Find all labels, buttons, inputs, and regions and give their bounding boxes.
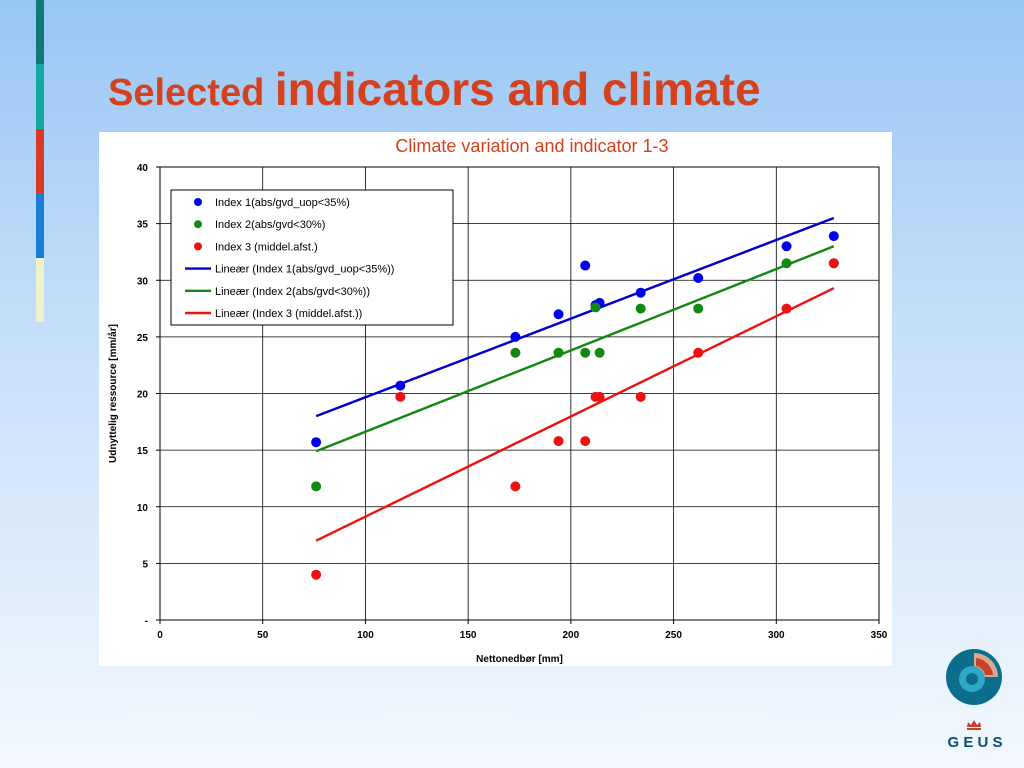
accent-bar-segment [36,128,44,194]
data-point [594,391,605,402]
legend-marker [194,220,202,229]
x-tick-label: 100 [357,630,374,641]
x-axis-label: Nettonedbør [mm] [476,654,563,665]
data-point [311,481,322,492]
x-tick-label: 200 [563,630,580,641]
y-tick-label: 25 [137,333,149,344]
data-point [395,391,406,402]
geus-logo: G E U S [932,644,1018,756]
x-tick-label: 350 [871,630,888,641]
data-point [693,272,704,283]
accent-bar-segment [36,193,44,258]
y-tick-label: 10 [137,503,149,514]
data-point [395,380,406,391]
data-point [781,258,792,269]
geus-logo-text: G E U S [947,734,1003,751]
data-point [781,303,792,314]
accent-bar-segment [36,0,44,65]
accent-bar-segment [36,64,44,129]
slide-title-part2: indicators and climate [274,63,761,115]
x-tick-label: 0 [157,630,163,641]
y-tick-label: - [145,616,148,627]
data-point [311,437,322,448]
data-point [693,303,704,314]
legend-label: Index 1(abs/gvd_uop<35%) [215,197,350,209]
data-point [828,258,839,269]
y-tick-label: 5 [142,559,148,570]
data-point [590,302,601,313]
data-point [510,331,521,342]
legend-label: Lineær (Index 1(abs/gvd_uop<35%)) [215,264,394,276]
legend-label: Index 3 (middel.afst.) [215,241,318,253]
data-point [553,347,564,358]
data-point [553,436,564,447]
data-point [828,231,839,242]
legend-label: Lineær (Index 2(abs/gvd<30%)) [215,286,370,298]
data-point [635,303,646,314]
scatter-chart: Climate variation and indicator 1-3 0 50 10… [107,136,888,665]
data-point [635,391,646,402]
x-tick-label: 150 [460,630,477,641]
trendline [315,245,835,453]
data-point [580,347,591,358]
y-tick-label: 15 [137,446,149,457]
trendline [315,287,835,542]
data-point [311,569,322,580]
data-point [510,347,521,358]
x-tick-label: 50 [257,630,269,641]
data-point [510,481,521,492]
y-tick-label: 40 [137,163,149,174]
legend-box [170,189,454,326]
data-point [553,309,564,320]
x-tick-label: 250 [665,630,682,641]
legend-label: Index 2(abs/gvd<30%) [215,219,325,231]
accent-side-bar [36,0,44,322]
y-tick-label: 30 [137,276,149,287]
accent-bar-segment [36,257,44,322]
data-point [580,436,591,447]
x-tick-label: 300 [768,630,785,641]
geus-emblem-icon [946,649,1002,730]
data-point [693,347,704,358]
y-axis-label: Udnyttelig ressource [mm/år] [107,324,119,463]
data-point [781,241,792,252]
chart-panel: Climate variation and indicator 1-3 0 50 10… [99,132,892,666]
legend-marker [194,242,202,251]
y-tick-label: 35 [137,220,149,231]
data-point [635,287,646,298]
slide-title: Selected indicators and climate [108,62,761,116]
legend-label: Lineær (Index 3 (middel.afst.)) [215,308,362,320]
y-tick-label: 20 [137,390,149,401]
chart-title: Climate variation and indicator 1-3 [395,136,668,156]
data-point [580,260,591,271]
legend-marker [194,198,202,206]
data-point [594,347,605,358]
slide-title-part1: Selected [108,72,275,114]
